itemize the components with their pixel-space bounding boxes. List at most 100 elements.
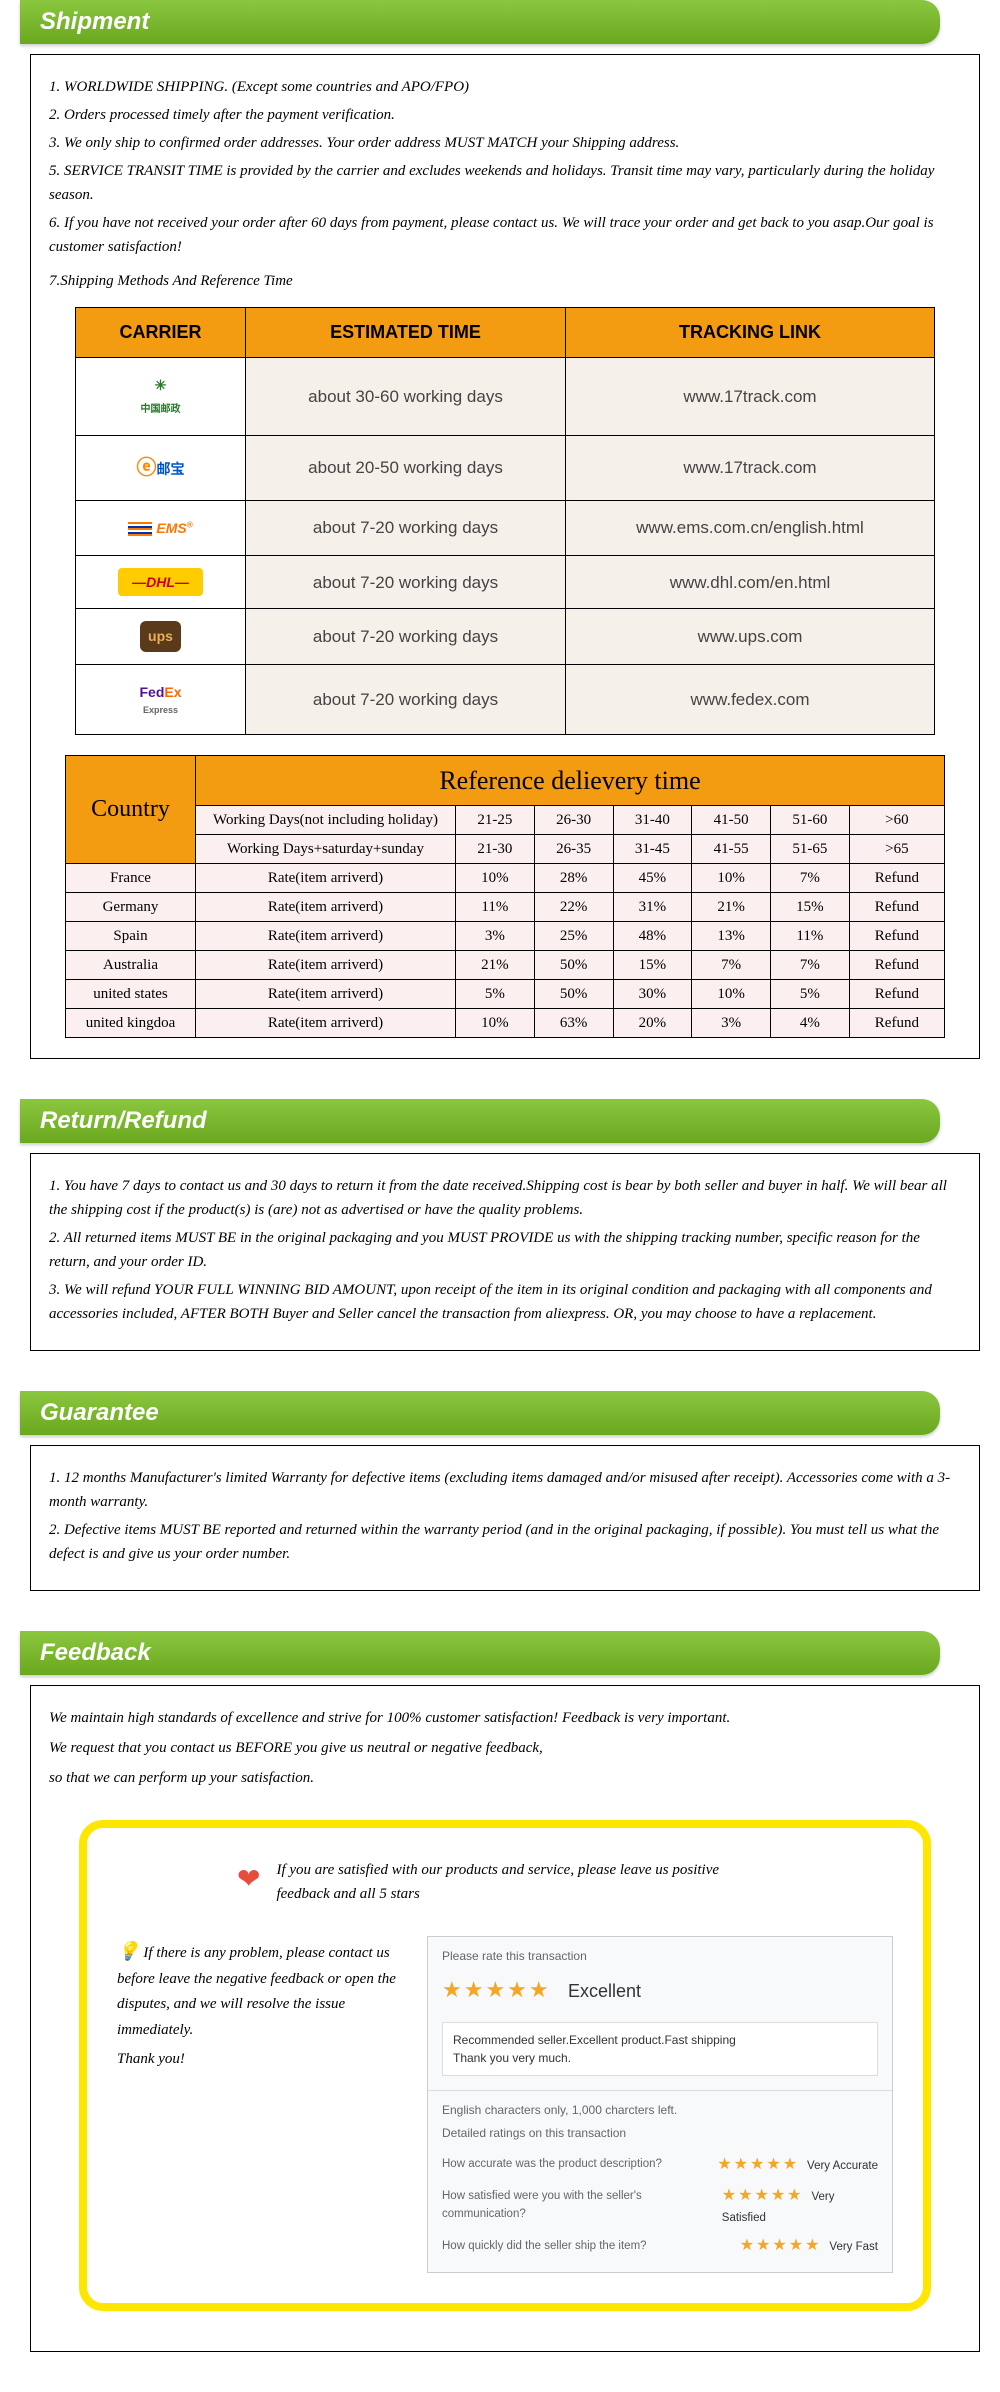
carrier-link-cell: www.fedex.com <box>566 664 935 734</box>
ref-rate: Refund <box>849 922 944 951</box>
ref-rate: 50% <box>534 951 613 980</box>
rating-limit: English characters only, 1,000 charcters… <box>442 2101 878 2120</box>
feedback-header: Feedback <box>20 1631 940 1675</box>
ref-rate: Refund <box>849 864 944 893</box>
carrier-logo-cell: ups <box>76 609 246 664</box>
ref-col: >60 <box>849 806 944 835</box>
ref-rate: 15% <box>613 951 692 980</box>
table-row: ✳中国邮政about 30-60 working dayswww.17track… <box>76 357 935 435</box>
feedback-satisfied-row: ❤ If you are satisfied with our products… <box>237 1858 893 1906</box>
ref-rate-label: Rate(item arriverd) <box>196 980 456 1009</box>
rating-q3: How quickly did the seller ship the item… <box>442 2237 647 2255</box>
carrier-time-cell: about 7-20 working days <box>246 664 566 734</box>
list-item: 6. If you have not received your order a… <box>49 211 961 259</box>
carrier-logo-cell: ⓔ邮宝 <box>76 435 246 500</box>
carrier-table: CARRIER ESTIMATED TIME TRACKING LINK ✳中国… <box>75 307 935 735</box>
ref-rate-label: Rate(item arriverd) <box>196 864 456 893</box>
table-row: AustraliaRate(item arriverd)21%50%15%7%7… <box>66 951 945 980</box>
feedback-satisfied-text: If you are satisfied with our products a… <box>276 1858 736 1906</box>
rating-detail-header: Detailed ratings on this transaction <box>442 2124 878 2143</box>
ref-country: united kingdoa <box>66 1009 196 1038</box>
feedback-highlight-box: ❤ If you are satisfied with our products… <box>79 1820 931 2311</box>
ref-rate: 22% <box>534 893 613 922</box>
ref-rate: Refund <box>849 951 944 980</box>
ref-col: >65 <box>849 835 944 864</box>
ref-rate: 3% <box>456 922 535 951</box>
list-item: 5. SERVICE TRANSIT TIME is provided by t… <box>49 159 961 207</box>
ref-country: Germany <box>66 893 196 922</box>
list-item: 1. You have 7 days to contact us and 30 … <box>49 1174 961 1222</box>
ems-logo-icon: EMS® <box>118 513 202 543</box>
return-body: 1. You have 7 days to contact us and 30 … <box>30 1153 980 1351</box>
table-row: united statesRate(item arriverd)5%50%30%… <box>66 980 945 1009</box>
ref-col: 51-60 <box>771 806 850 835</box>
ref-rate: 45% <box>613 864 692 893</box>
star-icon: ★★★★★ <box>717 2156 799 2173</box>
list-item: 7.Shipping Methods And Reference Time <box>49 269 961 293</box>
ref-rate: 10% <box>456 864 535 893</box>
ref-col: 41-50 <box>692 806 771 835</box>
list-item: 3. We will refund YOUR FULL WINNING BID … <box>49 1278 961 1326</box>
return-header: Return/Refund <box>20 1099 940 1143</box>
table-row: —DHL—about 7-20 working dayswww.dhl.com/… <box>76 555 935 608</box>
ref-rate-label: Rate(item arriverd) <box>196 1009 456 1038</box>
ref-rate: 13% <box>692 922 771 951</box>
rating-panel: Please rate this transaction ★★★★★ Excel… <box>427 1936 893 2273</box>
shipment-list: 1. WORLDWIDE SHIPPING. (Except some coun… <box>49 75 961 293</box>
ref-rate: Refund <box>849 980 944 1009</box>
ref-rate: Refund <box>849 1009 944 1038</box>
feedback-problem-col: 💡If there is any problem, please contact… <box>117 1936 397 2073</box>
return-section: Return/Refund 1. You have 7 days to cont… <box>0 1099 1000 1351</box>
carrier-link-cell: www.17track.com <box>566 357 935 435</box>
fedex-logo-icon: FedExExpress <box>129 677 191 722</box>
carrier-time-cell: about 30-60 working days <box>246 357 566 435</box>
rating-grade: Excellent <box>568 1981 641 2001</box>
table-row: SpainRate(item arriverd)3%25%48%13%11%Re… <box>66 922 945 951</box>
ref-rate: 3% <box>692 1009 771 1038</box>
reference-delivery-table: Country Reference delievery time Working… <box>65 755 945 1039</box>
list-item: 2. Orders processed timely after the pay… <box>49 103 961 127</box>
guarantee-body: 1. 12 months Manufacturer's limited Warr… <box>30 1445 980 1591</box>
table-row: FranceRate(item arriverd)10%28%45%10%7%R… <box>66 864 945 893</box>
ref-rate: 48% <box>613 922 692 951</box>
ref-rate: 4% <box>771 1009 850 1038</box>
ref-wd-label: Working Days+saturday+sunday <box>196 835 456 864</box>
ref-col: 21-30 <box>456 835 535 864</box>
carrier-time-cell: about 7-20 working days <box>246 555 566 608</box>
ref-col: 26-35 <box>534 835 613 864</box>
table-row: ups about 7-20 working dayswww.ups.com <box>76 609 935 664</box>
rating-comment-line: Recommended seller.Excellent product.Fas… <box>453 2031 867 2049</box>
star-icon: ★★★★★ <box>442 1977 551 2002</box>
carrier-link-cell: www.ups.com <box>566 609 935 664</box>
carrier-th: TRACKING LINK <box>566 308 935 358</box>
list-item: 1. WORLDWIDE SHIPPING. (Except some coun… <box>49 75 961 99</box>
rating-comment-line: Thank you very much. <box>453 2049 867 2067</box>
table-row: ⓔ邮宝about 20-50 working dayswww.17track.c… <box>76 435 935 500</box>
carrier-link-cell: www.ems.com.cn/english.html <box>566 500 935 555</box>
shipment-header: Shipment <box>20 0 940 44</box>
feedback-thank: Thank you! <box>117 2047 397 2073</box>
star-icon: ★★★★★ <box>722 2187 804 2204</box>
ref-rate: 5% <box>456 980 535 1009</box>
ref-rate: 5% <box>771 980 850 1009</box>
feedback-body: We maintain high standards of excellence… <box>30 1685 980 2352</box>
carrier-logo-cell: —DHL— <box>76 555 246 608</box>
list-item: 2. Defective items MUST BE reported and … <box>49 1518 961 1566</box>
ref-col: 51-65 <box>771 835 850 864</box>
ref-rate-label: Rate(item arriverd) <box>196 893 456 922</box>
ref-rate: 15% <box>771 893 850 922</box>
ref-rate: 63% <box>534 1009 613 1038</box>
feedback-intro: so that we can perform up your satisfact… <box>49 1766 961 1790</box>
ref-title: Reference delievery time <box>196 755 945 806</box>
ref-country: Spain <box>66 922 196 951</box>
ref-rate: Refund <box>849 893 944 922</box>
table-row: GermanyRate(item arriverd)11%22%31%21%15… <box>66 893 945 922</box>
ups-logo-icon: ups <box>140 621 181 651</box>
list-item: 2. All returned items MUST BE in the ori… <box>49 1226 961 1274</box>
heart-icon: ❤ <box>237 1858 260 1903</box>
ref-col: 31-40 <box>613 806 692 835</box>
ref-rate: 7% <box>692 951 771 980</box>
shipment-body: 1. WORLDWIDE SHIPPING. (Except some coun… <box>30 54 980 1059</box>
carrier-time-cell: about 7-20 working days <box>246 609 566 664</box>
dhl-logo-icon: —DHL— <box>118 568 203 596</box>
